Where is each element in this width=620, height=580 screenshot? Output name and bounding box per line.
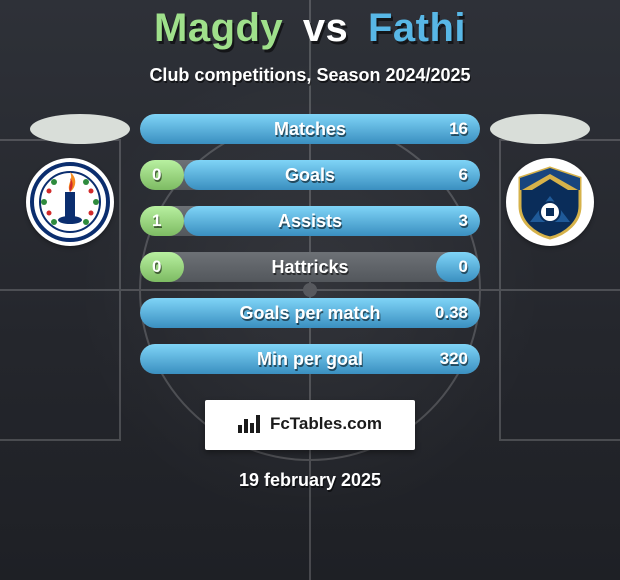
brand-bar	[256, 415, 260, 433]
bar-fill-right	[184, 206, 480, 236]
stat-row: Goals60	[140, 160, 480, 190]
player-silhouette-right	[490, 114, 590, 144]
brand-logo: FcTables.com	[238, 414, 382, 434]
bar-fill-right	[140, 298, 480, 328]
brand-badge: FcTables.com	[205, 400, 415, 450]
bar-track	[140, 298, 480, 328]
title-vs: vs	[303, 6, 349, 50]
brand-bar	[238, 425, 242, 433]
stats-chart: Matches16 Goals60 Assists31 Hattricks00 Goal…	[140, 114, 480, 374]
club-crest-right	[506, 158, 594, 246]
bar-fill-left	[140, 206, 184, 236]
brand-bar	[244, 419, 248, 433]
bar-track	[140, 160, 480, 190]
subtitle: Club competitions, Season 2024/2025	[0, 65, 620, 86]
title-player1: Magdy	[154, 6, 283, 50]
bar-track	[140, 344, 480, 374]
bar-fill-right	[436, 252, 480, 282]
bar-fill-right	[140, 114, 480, 144]
player-silhouette-left	[30, 114, 130, 144]
bar-fill-left	[140, 252, 184, 282]
brand-bars-icon	[238, 415, 260, 433]
crest-left-svg	[30, 162, 110, 242]
stat-row: Hattricks00	[140, 252, 480, 282]
bar-fill-right	[184, 160, 480, 190]
bar-fill-left	[140, 160, 184, 190]
brand-bar	[250, 423, 254, 433]
date-label: 19 february 2025	[0, 470, 620, 491]
bar-track	[140, 206, 480, 236]
bar-track	[140, 114, 480, 144]
page-title: Magdy vs Fathi	[0, 0, 620, 51]
brand-text: FcTables.com	[270, 414, 382, 434]
crest-right-svg	[510, 162, 590, 242]
stat-row: Goals per match0.38	[140, 298, 480, 328]
club-crest-left	[26, 158, 114, 246]
title-player2: Fathi	[368, 6, 466, 50]
bar-track	[140, 252, 480, 282]
stat-row: Assists31	[140, 206, 480, 236]
stat-row: Matches16	[140, 114, 480, 144]
stat-row: Min per goal320	[140, 344, 480, 374]
bar-fill-right	[140, 344, 480, 374]
